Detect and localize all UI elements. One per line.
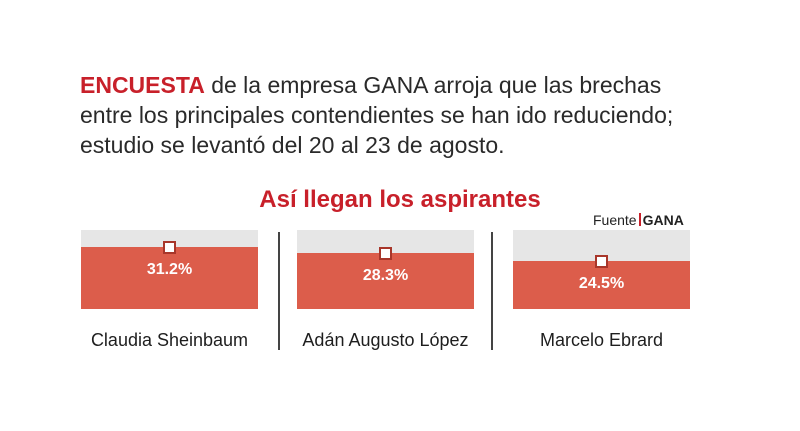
- bar-value-label: 28.3%: [362, 267, 409, 284]
- bar-panel: 28.3%: [297, 230, 474, 309]
- intro-lead: ENCUESTA: [80, 72, 205, 98]
- category-label: Claudia Sheinbaum: [90, 330, 249, 350]
- category-label: Adán Augusto López: [302, 330, 469, 350]
- chart-title: Así llegan los aspirantes: [259, 186, 541, 213]
- panel-divider: [278, 232, 280, 350]
- intro-paragraph: ENCUESTA de la empresa GANA arroja que l…: [80, 70, 720, 160]
- bar-value-label: 31.2%: [146, 261, 193, 278]
- bar: [297, 253, 474, 309]
- bar-marker: [595, 255, 608, 268]
- category-label: Marcelo Ebrard: [539, 330, 664, 350]
- bar-marker: [163, 241, 176, 254]
- intro-line-1: de la empresa GANA arroja que las brecha…: [204, 72, 662, 98]
- bar: [513, 261, 690, 309]
- source-name: GANA: [642, 212, 684, 228]
- source-label: Fuente: [593, 212, 637, 228]
- intro-line-2: entre los principales contendientes se h…: [80, 102, 674, 128]
- source-credit: Fuente GANA: [593, 212, 684, 228]
- bar-value-label: 24.5%: [578, 275, 625, 292]
- bar-marker: [379, 247, 392, 260]
- bar: [81, 247, 258, 309]
- source-separator: [638, 213, 641, 226]
- bar-panel: 24.5%: [513, 230, 690, 309]
- bar-panel: 31.2%: [81, 230, 258, 309]
- panel-divider: [491, 232, 493, 350]
- intro-line-3: estudio se levantó del 20 al 23 de agost…: [80, 132, 505, 158]
